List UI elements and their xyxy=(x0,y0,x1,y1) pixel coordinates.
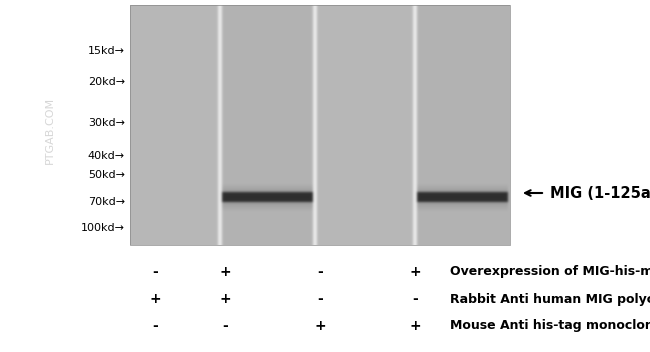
Bar xyxy=(130,5,510,245)
Text: 100kd→: 100kd→ xyxy=(81,223,125,233)
Text: +: + xyxy=(219,292,231,306)
Text: PTGAB.COM: PTGAB.COM xyxy=(45,96,55,164)
Text: -: - xyxy=(317,265,323,279)
Text: +: + xyxy=(150,292,161,306)
Text: -: - xyxy=(152,265,158,279)
Text: +: + xyxy=(410,319,421,333)
Text: -: - xyxy=(317,292,323,306)
Text: MIG (1-125aa);~18kDa: MIG (1-125aa);~18kDa xyxy=(550,186,650,201)
Text: 30kd→: 30kd→ xyxy=(88,118,125,127)
Text: -: - xyxy=(412,292,418,306)
Text: Overexpression of MIG-his-myc: Overexpression of MIG-his-myc xyxy=(450,265,650,278)
Text: 40kd→: 40kd→ xyxy=(88,151,125,161)
Text: 50kd→: 50kd→ xyxy=(88,170,125,180)
Text: 20kd→: 20kd→ xyxy=(88,77,125,87)
Text: Mouse Anti his-tag monoclonal antibody: Mouse Anti his-tag monoclonal antibody xyxy=(450,320,650,333)
Text: -: - xyxy=(152,319,158,333)
Text: +: + xyxy=(314,319,326,333)
Text: +: + xyxy=(410,265,421,279)
Text: -: - xyxy=(222,319,228,333)
Text: Rabbit Anti human MIG polyclonal antibody: Rabbit Anti human MIG polyclonal antibod… xyxy=(450,293,650,306)
Text: 70kd→: 70kd→ xyxy=(88,197,125,207)
Text: 15kd→: 15kd→ xyxy=(88,46,125,56)
Text: +: + xyxy=(219,265,231,279)
